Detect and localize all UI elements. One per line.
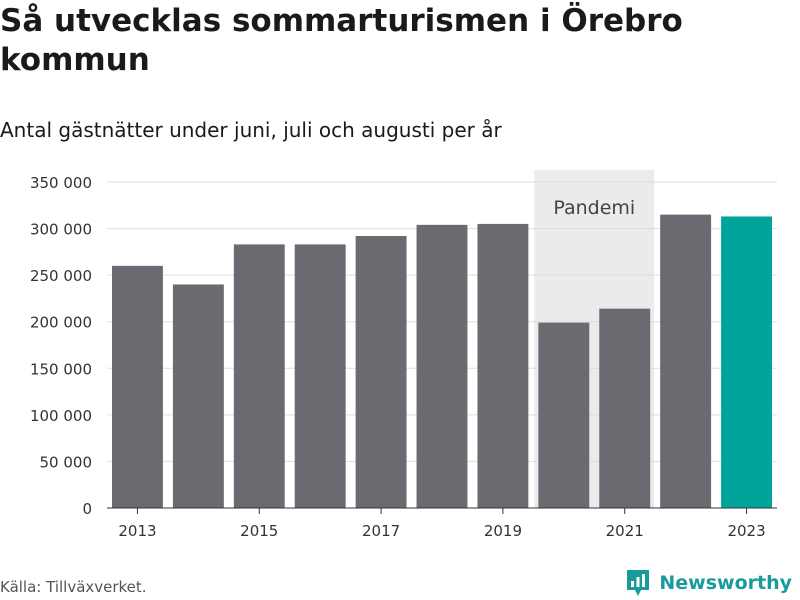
bar-chart: 0 50 000 100 000 150 000 200 000 250 000 300 0…: [30, 170, 777, 540]
y-tick-label: 350 000: [30, 174, 92, 192]
bar: [660, 214, 712, 508]
bar: [355, 236, 407, 508]
annotation-label: Pandemi: [553, 197, 635, 219]
y-tick-label: 100 000: [30, 407, 92, 425]
y-tick-label: 0: [82, 500, 92, 518]
x-tick-label: 2013: [118, 522, 156, 540]
chart-title: Så utvecklas sommarturismen i Örebro kom…: [0, 3, 683, 78]
bar: [416, 224, 468, 509]
bar: [112, 265, 163, 508]
y-tick-label: 250 000: [30, 267, 92, 285]
brand-name: Newsworthy: [659, 572, 792, 594]
x-tick-label: 2017: [362, 522, 400, 540]
x-tick-label: 2023: [727, 522, 765, 540]
bar: [599, 308, 651, 508]
bar: [233, 244, 285, 509]
newsworthy-logo: Newsworthy: [625, 568, 792, 598]
x-tick-label: 2021: [606, 522, 644, 540]
y-tick-label: 300 000: [30, 221, 92, 239]
bar: [721, 216, 772, 508]
y-tick-label: 200 000: [30, 314, 92, 332]
y-tick-label: 150 000: [30, 360, 92, 378]
bar: [294, 244, 346, 509]
y-tick-label: 50 000: [40, 453, 93, 471]
x-tick-label: 2015: [240, 522, 278, 540]
x-tick-label: 2019: [484, 522, 522, 540]
bar-chart-logo-icon: [627, 570, 650, 596]
chart-subtitle: Antal gästnätter under juni, juli och au…: [0, 118, 502, 142]
bar: [538, 322, 590, 508]
source-note: Källa: Tillväxverket.: [0, 578, 147, 596]
bar: [477, 223, 529, 508]
bar: [172, 284, 224, 508]
